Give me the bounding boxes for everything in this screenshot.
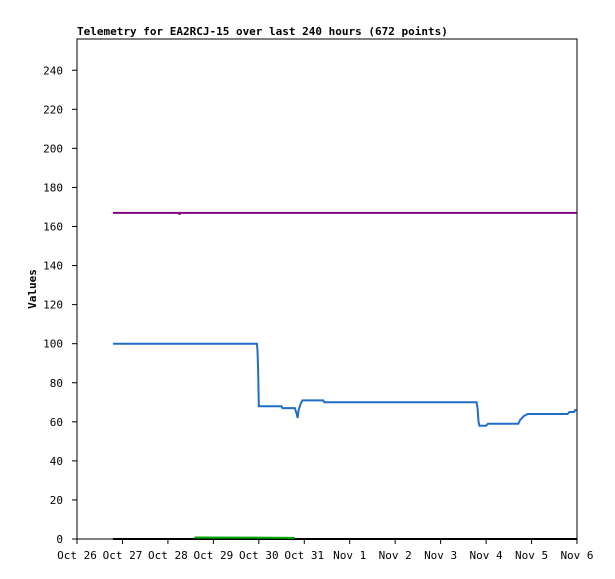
x-tick-label: Oct 26 xyxy=(57,549,97,562)
x-tick-label: Oct 31 xyxy=(284,549,324,562)
series-layer xyxy=(112,211,577,540)
x-axis: Oct 26 Oct 27 Oct 28 Oct 29 Oct 30 Oct 31 Nov … xyxy=(57,539,594,562)
series-line-0 xyxy=(112,211,577,215)
y-tick-label: 20 xyxy=(50,494,63,507)
x-tick-label: Nov 3 xyxy=(424,549,457,562)
chart-title: Telemetry for EA2RCJ-15 over last 240 ho… xyxy=(77,25,448,38)
x-tick-label: Nov 4 xyxy=(470,549,503,562)
x-tick-label: Nov 5 xyxy=(515,549,548,562)
y-tick-label: 80 xyxy=(50,377,63,390)
y-tick-label: 180 xyxy=(43,181,63,194)
y-tick-label: 160 xyxy=(43,221,63,234)
y-tick-label: 120 xyxy=(43,299,63,312)
y-tick-label: 40 xyxy=(50,455,63,468)
series-line-1 xyxy=(112,342,577,427)
x-tick-label: Oct 27 xyxy=(103,549,143,562)
y-tick-label: 100 xyxy=(43,338,63,351)
y-tick-label: 240 xyxy=(43,64,63,77)
y-axis: 0 20 40 60 80 100 120 140 160 180 200 220 240 xyxy=(43,64,77,546)
y-tick-label: 0 xyxy=(56,533,63,546)
x-tick-label: Nov 6 xyxy=(560,549,593,562)
y-tick-label: 140 xyxy=(43,260,63,273)
plot-area xyxy=(76,38,578,540)
y-tick-label: 200 xyxy=(43,142,63,155)
x-tick-label: Nov 1 xyxy=(333,549,366,562)
x-tick-label: Oct 28 xyxy=(148,549,188,562)
y-tick-label: 60 xyxy=(50,416,63,429)
y-axis-label: Values xyxy=(26,269,39,309)
x-tick-label: Nov 2 xyxy=(379,549,412,562)
y-tick-label: 220 xyxy=(43,103,63,116)
x-tick-label: Oct 30 xyxy=(239,549,279,562)
x-tick-label: Oct 29 xyxy=(193,549,233,562)
